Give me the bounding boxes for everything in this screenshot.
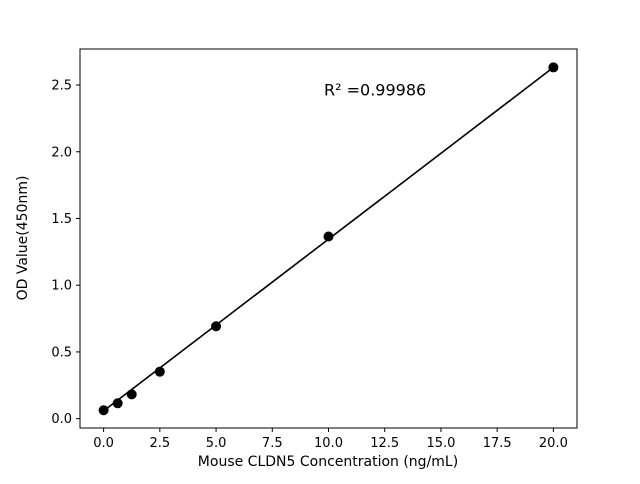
y-tick-label: 1.0: [51, 279, 72, 294]
data-point: [154, 366, 165, 377]
data-point: [548, 62, 559, 73]
data-point: [211, 321, 222, 332]
x-tick-label: 5.0: [206, 436, 227, 451]
y-tick-label: 2.5: [51, 79, 72, 94]
y-tick-label: 1.5: [51, 212, 72, 227]
x-tick-label: 17.5: [483, 436, 512, 451]
x-tick-label: 12.5: [370, 436, 399, 451]
data-point: [112, 398, 123, 409]
data-point: [98, 405, 109, 416]
x-tick-label: 10.0: [314, 436, 343, 451]
x-tick-label: 20.0: [539, 436, 568, 451]
x-tick-label: 15.0: [426, 436, 455, 451]
x-axis-label: Mouse CLDN5 Concentration (ng/mL): [198, 454, 458, 470]
axes-layer: 0.0 2.5 5.0 7.5 10.0 12.5 15.0 17.5 20.0 0.0 0.5 1.…: [51, 62, 568, 451]
data-point: [323, 231, 334, 242]
data-point: [126, 389, 137, 400]
r-squared-annotation: R² =0.99986: [324, 81, 426, 100]
x-tick-label: 7.5: [262, 436, 283, 451]
x-tick-label: 0.0: [93, 436, 114, 451]
x-tick-label: 2.5: [149, 436, 170, 451]
y-tick-label: 2.0: [51, 145, 72, 160]
y-axis-label: OD Value(450nm): [15, 176, 31, 301]
y-tick-label: 0.0: [51, 412, 72, 427]
y-tick-label: 0.5: [51, 345, 72, 360]
